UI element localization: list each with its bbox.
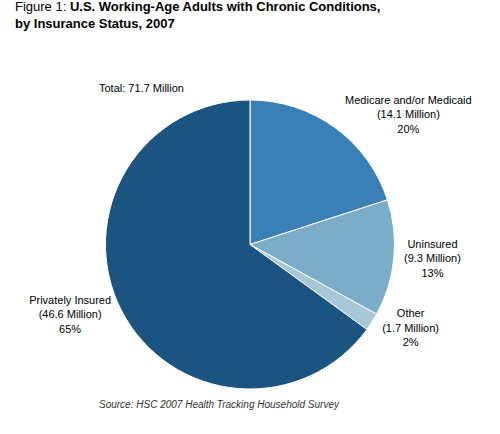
svg-text:Total: 71.7 Million: Total: 71.7 Million (99, 82, 184, 94)
svg-text:Figure 1: U.S. Working-Age Adu: Figure 1: U.S. Working-Age Adults with C… (15, 0, 380, 31)
svg-text:Other(1.7 Million)2%: Other(1.7 Million)2% (382, 307, 439, 348)
svg-text:Privately Insured(46.6 Million: Privately Insured(46.6 Million)65% (29, 294, 111, 335)
svg-text:Uninsured(9.3 Million)13%: Uninsured(9.3 Million)13% (404, 238, 461, 279)
svg-text:Medicare and/or Medicaid(14.1: Medicare and/or Medicaid(14.1 Million)20… (345, 94, 472, 135)
svg-text:Source: HSC 2007 Health Tracki: Source: HSC 2007 Health Tracking Househo… (99, 399, 340, 410)
